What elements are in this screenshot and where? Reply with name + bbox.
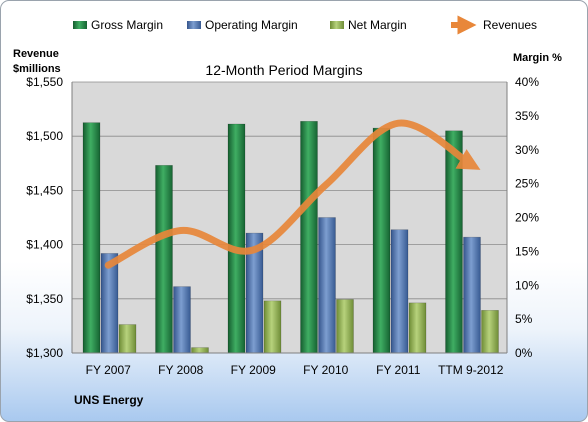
left-tick-label: $1,550 — [26, 75, 63, 89]
right-tick-label: 10% — [515, 278, 539, 292]
right-tick-label: 15% — [515, 244, 539, 258]
company-label: UNS Energy — [74, 393, 144, 407]
category-label: FY 2007 — [86, 363, 131, 377]
legend-swatch-operating-margin — [187, 21, 201, 29]
category-label: FY 2010 — [303, 363, 348, 377]
right-tick-label: 40% — [515, 75, 539, 89]
legend-swatch-gross-margin — [73, 21, 87, 29]
bar-gross-margin — [445, 130, 463, 354]
legend: Gross Margin Operating Margin Net Margin… — [73, 15, 537, 35]
bar-net-margin — [408, 302, 427, 354]
bar-operating-margin — [390, 229, 409, 354]
right-tick-label: 35% — [515, 109, 539, 123]
left-tick-label: $1,350 — [26, 292, 63, 306]
legend-label-gross-margin: Gross Margin — [91, 18, 163, 32]
category-label: TTM 9-2012 — [438, 363, 504, 377]
category-label: FY 2009 — [231, 363, 276, 377]
left-tick-label: $1,500 — [26, 129, 63, 143]
left-axis-title-line1: Revenue — [13, 48, 59, 60]
bar-gross-margin — [155, 165, 173, 354]
revenue-line-path — [104, 119, 481, 269]
category-label: FY 2011 — [376, 363, 421, 377]
bar-net-margin — [118, 324, 137, 354]
bar-net-margin — [191, 347, 209, 354]
bar-net-margin — [336, 299, 354, 354]
left-tick-label: $1,450 — [26, 183, 63, 197]
left-axis-title-line2: $millions — [13, 63, 61, 75]
right-tick-label: 0% — [515, 346, 533, 360]
chart-title: 12-Month Period Margins — [205, 62, 362, 78]
bars — [82, 120, 499, 354]
bar-operating-margin — [463, 236, 481, 354]
bar-gross-margin — [372, 127, 391, 354]
bar-net-margin — [263, 300, 282, 354]
revenue-line — [104, 119, 481, 269]
bar-gross-margin — [82, 122, 101, 354]
left-tick-label: $1,300 — [26, 346, 63, 360]
right-tick-label: 25% — [515, 177, 539, 191]
category-label: FY 2008 — [158, 363, 203, 377]
bar-operating-margin — [318, 217, 336, 354]
right-axis-title: Margin % — [513, 52, 562, 64]
right-tick-label: 5% — [515, 312, 533, 326]
axes: $1,300 $1,350 $1,400 $1,450 $1,500 $1,550 0% 5%… — [26, 75, 539, 377]
bar-net-margin — [481, 310, 499, 354]
right-tick-label: 20% — [515, 211, 539, 225]
bar-gross-margin — [300, 120, 318, 354]
legend-label-operating-margin: Operating Margin — [205, 18, 298, 32]
bar-operating-margin — [173, 286, 191, 354]
legend-swatch-net-margin — [330, 21, 344, 29]
bar-gross-margin — [227, 123, 246, 354]
right-tick-label: 30% — [515, 143, 539, 157]
legend-label-revenues: Revenues — [483, 18, 537, 32]
legend-label-net-margin: Net Margin — [348, 18, 407, 32]
left-tick-label: $1,400 — [26, 238, 63, 252]
